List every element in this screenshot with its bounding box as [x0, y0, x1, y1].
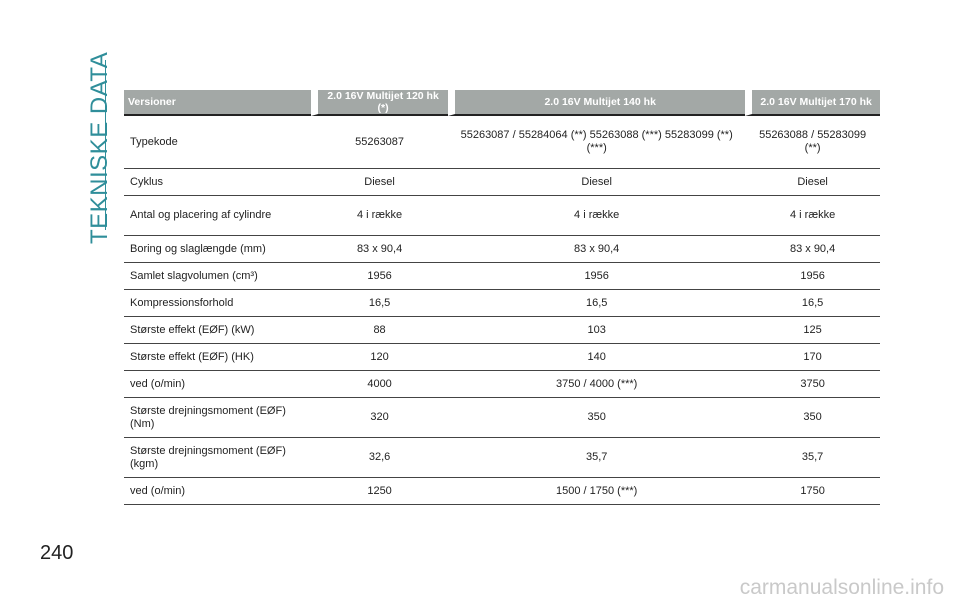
cell: 35,7 — [745, 438, 880, 478]
cell: Diesel — [311, 169, 449, 196]
cell: 1750 — [745, 478, 880, 505]
cell: 32,6 — [311, 438, 449, 478]
cell: 140 — [448, 344, 746, 371]
cell: 55263087 — [311, 116, 449, 169]
cell: 170 — [745, 344, 880, 371]
cell: 350 — [745, 398, 880, 438]
table-row: Cyklus Diesel Diesel Diesel — [124, 169, 880, 196]
side-rule — [105, 60, 106, 230]
table-row: ved (o/min) 1250 1500 / 1750 (***) 1750 — [124, 478, 880, 505]
cell: 1956 — [311, 263, 449, 290]
column-header: 2.0 16V Multijet 140 hk — [448, 90, 746, 116]
cell: 55263088 / 55283099 (**) — [745, 116, 880, 169]
row-label: ved (o/min) — [124, 478, 311, 505]
table-row: Typekode 55263087 55263087 / 55284064 (**)… — [124, 116, 880, 169]
row-label: Største drejningsmoment (EØF) (Nm) — [124, 398, 311, 438]
cell: 55263087 / 55284064 (**) 55263088 (***) … — [448, 116, 746, 169]
cell: 35,7 — [448, 438, 746, 478]
watermark: carmanualsonline.info — [739, 576, 944, 599]
cell: 125 — [745, 317, 880, 344]
cell: Diesel — [448, 169, 746, 196]
row-label: Cyklus — [124, 169, 311, 196]
row-label: Samlet slagvolumen (cm³) — [124, 263, 311, 290]
table-row: Antal og placering af cylindre 4 i række 4… — [124, 196, 880, 236]
cell: 350 — [448, 398, 746, 438]
table-row: Boring og slaglængde (mm) 83 x 90,4 83 x 9… — [124, 236, 880, 263]
cell: 4000 — [311, 371, 449, 398]
cell: 1956 — [448, 263, 746, 290]
cell: 83 x 90,4 — [745, 236, 880, 263]
cell: Diesel — [745, 169, 880, 196]
row-label: Største drejningsmoment (EØF) (kgm) — [124, 438, 311, 478]
table-row: Største effekt (EØF) (HK) 120 140 170 — [124, 344, 880, 371]
column-header: 2.0 16V Multijet 170 hk — [745, 90, 880, 116]
header-row: Versioner 2.0 16V Multijet 120 hk (*) 2.0 … — [124, 90, 880, 116]
table-row: Største drejningsmoment (EØF) (kgm) 32,6 3… — [124, 438, 880, 478]
row-label: Boring og slaglængde (mm) — [124, 236, 311, 263]
row-label: Typekode — [124, 116, 311, 169]
table-row: Samlet slagvolumen (cm³) 1956 1956 1956 — [124, 263, 880, 290]
cell: 1500 / 1750 (***) — [448, 478, 746, 505]
cell: 83 x 90,4 — [311, 236, 449, 263]
cell: 4 i række — [311, 196, 449, 236]
spec-table: Versioner 2.0 16V Multijet 120 hk (*) 2.0 … — [124, 90, 880, 505]
row-label: ved (o/min) — [124, 371, 311, 398]
column-header: Versioner — [124, 90, 311, 116]
table-row: Største effekt (EØF) (kW) 88 103 125 — [124, 317, 880, 344]
cell: 3750 — [745, 371, 880, 398]
cell: 4 i række — [448, 196, 746, 236]
column-header: 2.0 16V Multijet 120 hk (*) — [311, 90, 449, 116]
table-row: Største drejningsmoment (EØF) (Nm) 320 350… — [124, 398, 880, 438]
cell: 16,5 — [311, 290, 449, 317]
row-label: Antal og placering af cylindre — [124, 196, 311, 236]
row-label: Største effekt (EØF) (kW) — [124, 317, 311, 344]
table-row: ved (o/min) 4000 3750 / 4000 (***) 3750 — [124, 371, 880, 398]
cell: 320 — [311, 398, 449, 438]
row-label: Største effekt (EØF) (HK) — [124, 344, 311, 371]
cell: 103 — [448, 317, 746, 344]
cell: 120 — [311, 344, 449, 371]
section-title: TEKNISKE DATA — [86, 51, 113, 244]
cell: 88 — [311, 317, 449, 344]
cell: 3750 / 4000 (***) — [448, 371, 746, 398]
table-row: Kompressionsforhold 16,5 16,5 16,5 — [124, 290, 880, 317]
cell: 1250 — [311, 478, 449, 505]
cell: 83 x 90,4 — [448, 236, 746, 263]
cell: 4 i række — [745, 196, 880, 236]
page-number: 240 — [40, 542, 74, 564]
cell: 16,5 — [745, 290, 880, 317]
cell: 16,5 — [448, 290, 746, 317]
table-body: Typekode 55263087 55263087 / 55284064 (**)… — [124, 116, 880, 505]
cell: 1956 — [745, 263, 880, 290]
row-label: Kompressionsforhold — [124, 290, 311, 317]
